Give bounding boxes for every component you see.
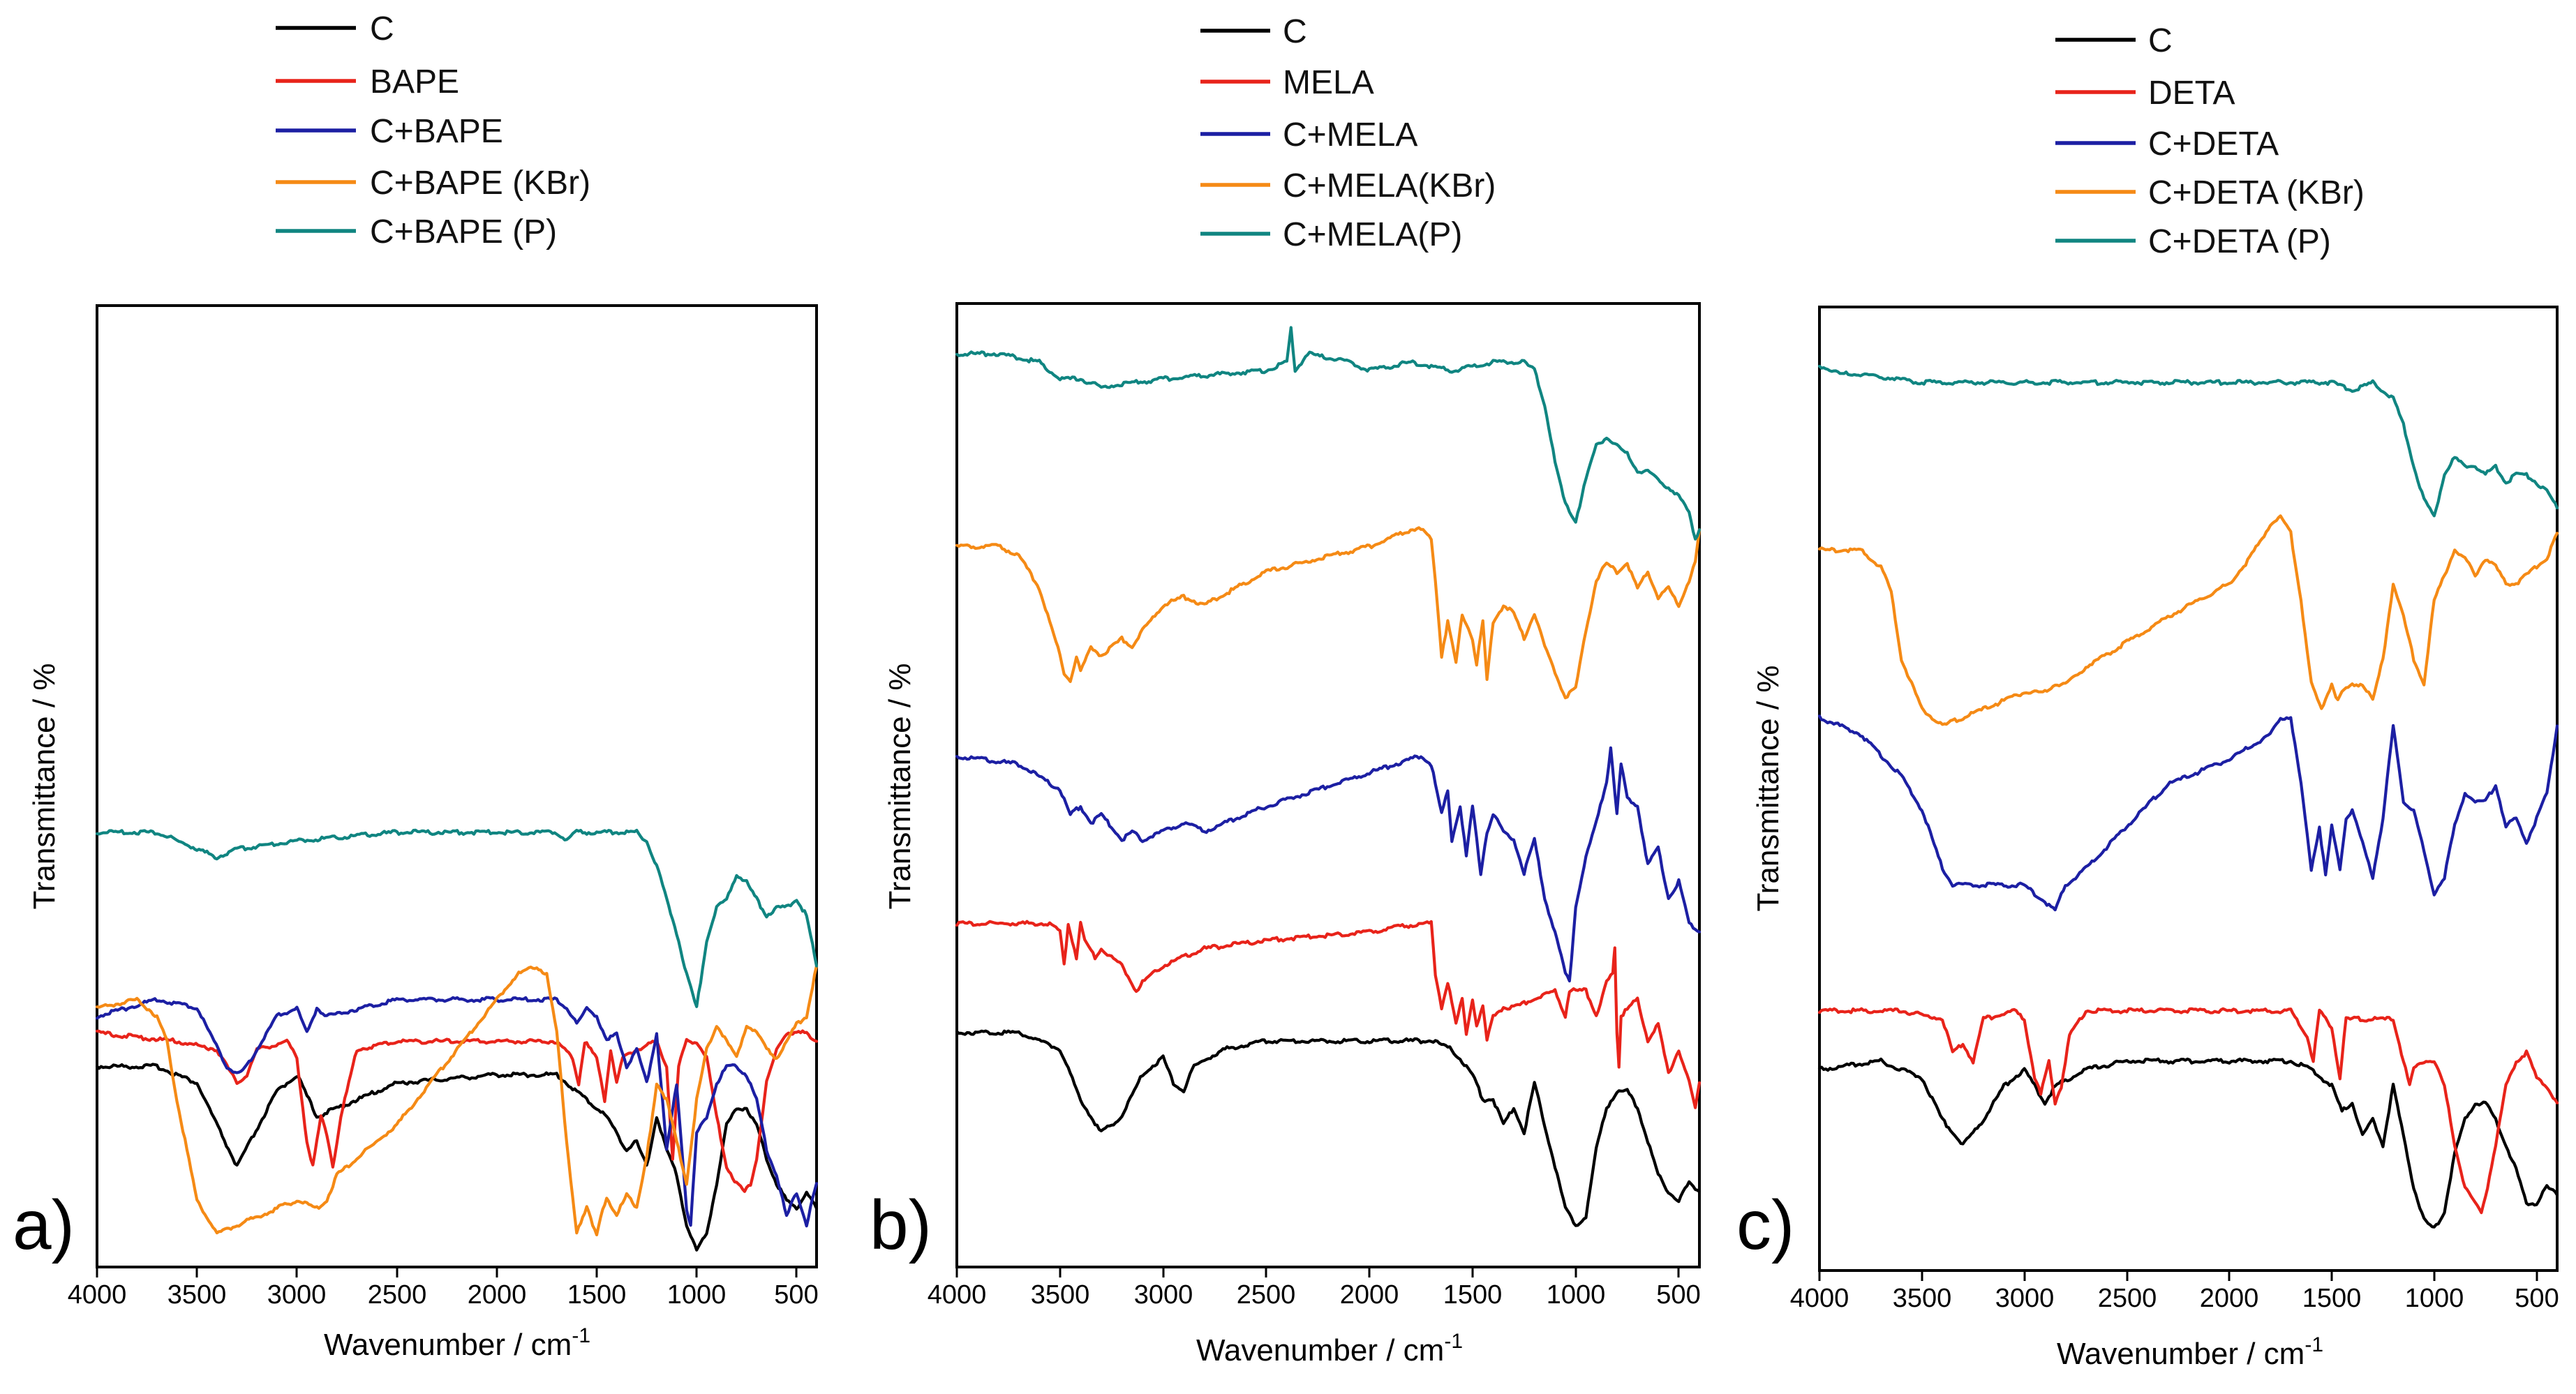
- panel-c-plot-frame: [1818, 306, 2559, 1272]
- panel-c-legend-label-c-amine-kbr: C+DETA (KBr): [2148, 174, 2365, 211]
- panel-a-series-group: [95, 828, 819, 1252]
- panel-c-x-tick-label-500: 500: [2515, 1284, 2559, 1313]
- panel-c-x-tick-label-3500: 3500: [1893, 1284, 1952, 1313]
- panel-a-x-tick-label-3000: 3000: [267, 1280, 327, 1310]
- panel-c-x-axis-title: Wavenumber / cm-1: [2057, 1333, 2323, 1371]
- panel-a: C BAPE C+BAPE C+BAPE (KBr) C+BAPE (P) 40…: [13, 10, 819, 1362]
- panel-b-plot-frame: [955, 302, 1701, 1268]
- panel-b-series-c-mela-p: [955, 326, 1702, 541]
- panel-a-series-c-bape-kbr: [95, 964, 819, 1236]
- panel-c-x-tick-label-1500: 1500: [2302, 1284, 2362, 1313]
- panel-b-x-tick-label-2500: 2500: [1237, 1280, 1296, 1310]
- panel-c-legend: C DETA C+DETA C+DETA (KBr) C+DETA (P): [2055, 22, 2365, 260]
- panel-b-x-tick-label-500: 500: [1656, 1280, 1700, 1310]
- panel-b-x-tick-label-2000: 2000: [1340, 1280, 1399, 1310]
- panel-a-x-tick-label-4000: 4000: [68, 1280, 127, 1310]
- panel-b-series-c: [955, 1029, 1702, 1227]
- panel-c-x-axis: 4000 3500 3000 2500 2000 1500 1000 500: [1790, 1271, 2559, 1313]
- panel-a-series-c-bape-p: [95, 828, 819, 1008]
- panel-a-x-axis: 4000 3500 3000 2500 2000 1500 1000 500: [68, 1267, 819, 1310]
- panel-a-legend-label-amine: BAPE: [370, 63, 459, 100]
- panel-b-x-tick-label-1500: 1500: [1443, 1280, 1503, 1310]
- panel-a-x-tick-label-2500: 2500: [368, 1280, 427, 1310]
- panel-b-legend-label-c: C: [1283, 13, 1307, 50]
- panel-b: C MELA C+MELA C+MELA(KBr) C+MELA(P) 4000…: [870, 13, 1702, 1367]
- panel-b-series-c-mela-kbr: [955, 526, 1702, 700]
- panel-b-x-tick-label-3500: 3500: [1031, 1280, 1090, 1310]
- panel-a-x-axis-title: Wavenumber / cm-1: [324, 1324, 590, 1362]
- panel-c-series-c-deta-p: [1817, 364, 2559, 518]
- panel-c-legend-label-c-amine-p: C+DETA (P): [2148, 223, 2331, 260]
- panel-a-x-tick-label-3500: 3500: [167, 1280, 227, 1310]
- panel-c-x-tick-label-1000: 1000: [2405, 1284, 2464, 1313]
- panel-b-series-c-mela: [955, 746, 1702, 983]
- panel-c-y-axis-title: Transmittance / %: [1751, 666, 1785, 912]
- panel-a-x-tick-label-2000: 2000: [468, 1280, 527, 1310]
- panel-b-legend: C MELA C+MELA C+MELA(KBr) C+MELA(P): [1200, 13, 1496, 253]
- panel-b-x-tick-label-1000: 1000: [1547, 1280, 1606, 1310]
- panel-c-legend-label-c: C: [2148, 22, 2173, 59]
- panel-b-x-axis: 4000 3500 3000 2500 2000 1500 1000 500: [928, 1267, 1701, 1310]
- panel-c-x-tick-label-2000: 2000: [2200, 1284, 2259, 1313]
- panel-a-y-axis-title: Transmittance / %: [27, 664, 61, 910]
- panel-b-x-axis-title: Wavenumber / cm-1: [1196, 1330, 1463, 1367]
- panel-a-series-c-bape: [95, 996, 819, 1228]
- panel-c: C DETA C+DETA C+DETA (KBr) C+DETA (P) 40…: [1736, 22, 2559, 1371]
- panel-a-x-tick-label-1000: 1000: [667, 1280, 727, 1310]
- panel-a-series-c: [95, 1063, 819, 1252]
- panel-c-legend-label-amine: DETA: [2148, 75, 2235, 112]
- panel-a-letter: a): [13, 1186, 75, 1264]
- panel-c-x-tick-label-4000: 4000: [1790, 1284, 1849, 1313]
- panel-b-series-group: [955, 326, 1702, 1227]
- panel-b-legend-label-c-amine: C+MELA: [1283, 117, 1417, 153]
- panel-b-series-mela: [955, 920, 1702, 1109]
- panel-c-x-tick-label-2500: 2500: [2098, 1284, 2157, 1313]
- panel-b-legend-label-c-amine-p: C+MELA(P): [1283, 216, 1462, 253]
- panel-c-x-tick-label-3000: 3000: [1995, 1284, 2055, 1313]
- panel-c-series-c: [1817, 1057, 2559, 1229]
- panel-a-legend-label-c: C: [370, 10, 394, 47]
- panel-b-y-axis-title: Transmittance / %: [883, 664, 917, 910]
- panel-a-x-tick-label-500: 500: [774, 1280, 818, 1310]
- panel-a-legend-label-c-amine-p: C+BAPE (P): [370, 213, 557, 250]
- panel-b-legend-label-c-amine-kbr: C+MELA(KBr): [1283, 167, 1496, 204]
- panel-a-legend: C BAPE C+BAPE C+BAPE (KBr) C+BAPE (P): [276, 10, 590, 250]
- panel-c-letter: c): [1736, 1186, 1794, 1264]
- panel-c-series-c-deta: [1817, 714, 2559, 912]
- panel-c-series-c-deta-kbr: [1817, 514, 2559, 726]
- panel-b-x-tick-label-3000: 3000: [1134, 1280, 1193, 1310]
- panel-a-plot-frame: [96, 304, 818, 1268]
- panel-c-series-deta: [1817, 1007, 2559, 1215]
- panel-a-legend-label-c-amine: C+BAPE: [370, 113, 503, 150]
- panel-b-x-tick-label-4000: 4000: [928, 1280, 987, 1310]
- panel-a-legend-label-c-amine-kbr: C+BAPE (KBr): [370, 165, 590, 202]
- panel-c-series-group: [1817, 364, 2559, 1229]
- panel-b-letter: b): [870, 1186, 932, 1264]
- panel-b-legend-label-amine: MELA: [1283, 64, 1374, 101]
- panel-c-legend-label-c-amine: C+DETA: [2148, 126, 2279, 163]
- panel-a-x-tick-label-1500: 1500: [567, 1280, 627, 1310]
